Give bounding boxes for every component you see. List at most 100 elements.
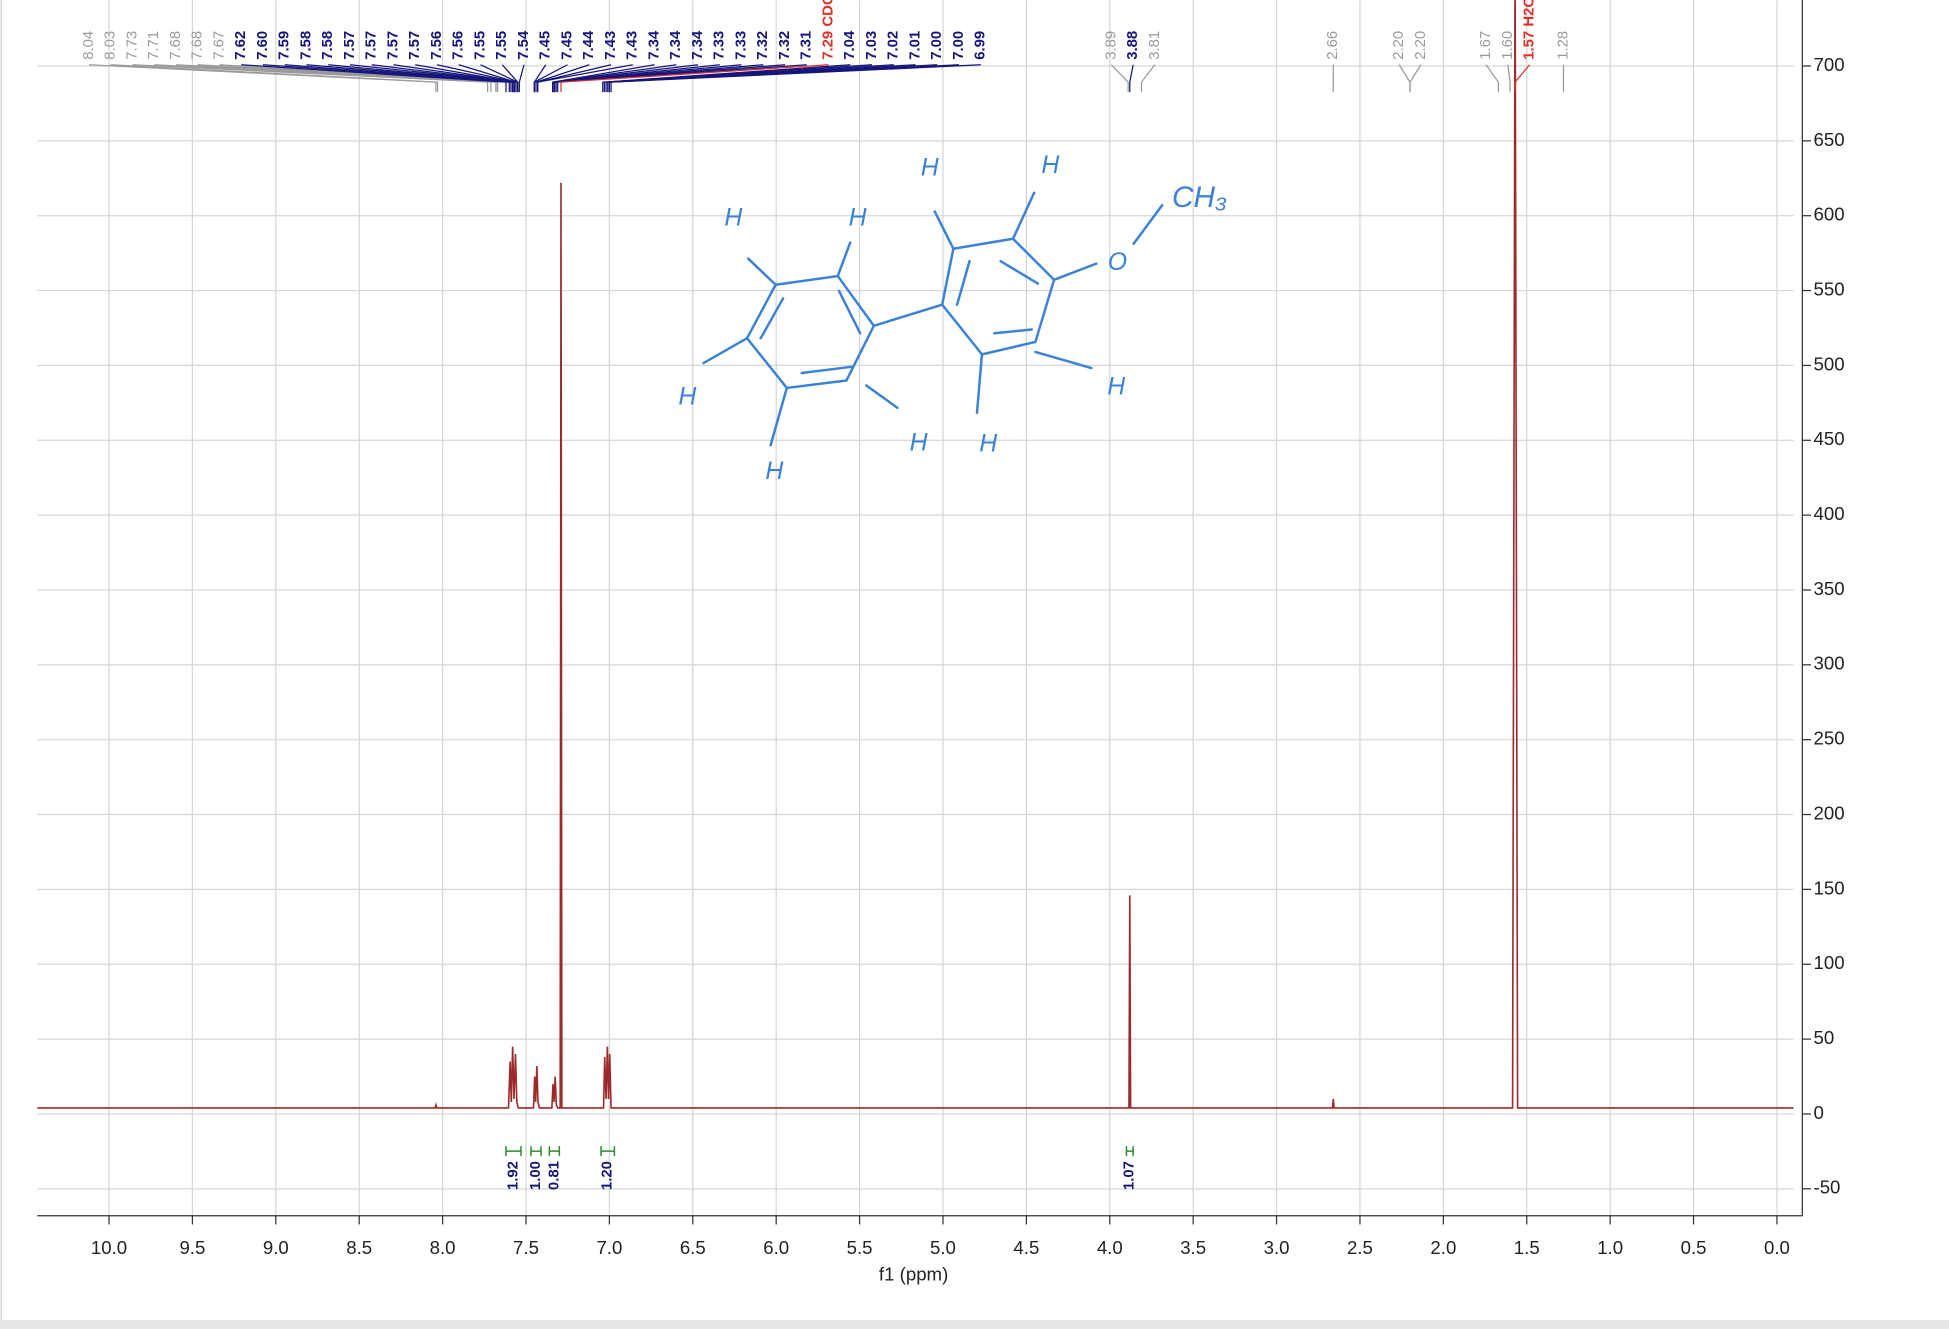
bond <box>836 241 852 278</box>
integral-bracket <box>600 1146 616 1157</box>
x-tick-label: 4.5 <box>1013 1237 1039 1258</box>
peak-label: 7.44 <box>581 30 597 60</box>
structure-label: H <box>849 204 867 231</box>
y-tick-label: 150 <box>1814 877 1845 898</box>
ring-line <box>759 297 785 340</box>
peak-label: 1.60 <box>1500 31 1516 60</box>
peak-connector <box>557 64 807 93</box>
peak-label: 7.56 <box>451 31 467 60</box>
peak-label: 2.20 <box>1413 31 1429 60</box>
x-tick-label: 10.0 <box>91 1237 127 1258</box>
peak-connector <box>605 64 894 93</box>
x-tick-label: 8.5 <box>346 1237 372 1258</box>
grid: 10.0 9.5 9.0 8.5 8.0 7.5 7.0 6.5 6.0 5.5 5.0 4.5 4.0… <box>37 0 1845 1258</box>
peak-label: 7.57 <box>407 31 423 60</box>
peak-label: 2.20 <box>1391 31 1407 60</box>
peak-label: 7.57 <box>364 31 380 60</box>
peak-label: 7.45 <box>538 31 554 60</box>
bond <box>933 210 955 250</box>
x-tick-label: 9.5 <box>179 1237 205 1258</box>
peak-connector <box>110 64 439 93</box>
integral-label: 1.92 <box>505 1161 521 1190</box>
peak-label: 7.34 <box>646 30 662 60</box>
structure-label: H <box>765 458 783 485</box>
peak-connector <box>533 64 568 93</box>
peak-label: 7.00 <box>929 31 945 60</box>
window-border <box>0 1320 1949 1329</box>
peak-label: 7.02 <box>886 31 902 60</box>
peak-label: 8.03 <box>103 31 119 60</box>
peak-label: 7.34 <box>668 30 684 60</box>
ring-line <box>999 259 1040 285</box>
y-tick-label: 550 <box>1814 278 1845 299</box>
peak-label: 7.60 <box>255 31 271 60</box>
peak-connector <box>560 64 829 93</box>
x-tick-label: 2.5 <box>1347 1237 1373 1258</box>
peak-label: 1.67 <box>1478 31 1494 60</box>
x-tick-label: 1.0 <box>1597 1237 1623 1258</box>
x-tick-label: 0.0 <box>1764 1237 1790 1258</box>
peak-connector <box>608 64 960 93</box>
bond <box>1011 191 1036 241</box>
structure-drawing: H H H H H H H H H O CH₃ <box>678 152 1227 485</box>
peak-connector <box>607 64 916 93</box>
y-tick-label: 650 <box>1814 129 1845 150</box>
peak-label: 7.57 <box>385 31 401 60</box>
peak-label: 7.43 <box>625 31 641 60</box>
peak-connector <box>518 64 525 93</box>
x-tick-label: 3.0 <box>1264 1237 1290 1258</box>
peak-connector <box>535 64 590 93</box>
y-tick-label: 200 <box>1814 802 1845 823</box>
structure-label: H <box>910 429 928 456</box>
y-tick-label: 600 <box>1814 204 1845 225</box>
integral-bracket <box>1125 1146 1134 1157</box>
y-tick-label: 350 <box>1814 578 1845 599</box>
bond <box>747 257 777 287</box>
structure-label: H <box>979 431 997 458</box>
ring-line <box>837 289 862 335</box>
peak-label: 7.58 <box>320 31 336 60</box>
integral-label: 1.00 <box>528 1161 544 1190</box>
x-tick-label: 9.0 <box>263 1237 289 1258</box>
peak-label: 7.55 <box>472 31 488 60</box>
peak-label: 7.45 <box>559 31 575 60</box>
peak-label: 7.01 <box>907 31 923 60</box>
bond <box>769 386 789 447</box>
integral-label: 0.81 <box>546 1161 562 1190</box>
integral-label: 1.20 <box>600 1161 616 1190</box>
x-tick-label: 3.5 <box>1180 1237 1206 1258</box>
bond <box>1052 262 1098 282</box>
peak-connector <box>602 64 851 93</box>
peak-label: 7.33 <box>733 31 749 60</box>
peak-label: 7.59 <box>277 31 293 60</box>
x-axis-label: f1 (ppm) <box>879 1263 948 1284</box>
y-tick-label: 100 <box>1814 952 1845 973</box>
structure-label: CH₃ <box>1172 181 1227 214</box>
peak-connector <box>603 64 873 93</box>
integral-bracket <box>530 1146 542 1157</box>
peak-label: 7.31 <box>799 31 815 60</box>
structure-label: H <box>724 204 742 231</box>
bond <box>975 353 984 415</box>
peak-connector <box>553 64 742 93</box>
structure-label: H <box>678 383 696 410</box>
peak-label: 6.99 <box>973 31 989 60</box>
peak-connector <box>1507 64 1511 93</box>
peak-label: 1.28 <box>1555 31 1571 60</box>
peak-label: 3.88 <box>1125 31 1141 60</box>
peak-connector <box>1485 64 1500 93</box>
peak-label: 7.55 <box>494 31 510 60</box>
ring-line <box>955 259 971 306</box>
peak-label: 7.71 <box>146 31 162 60</box>
peak-label: 7.32 <box>755 31 771 60</box>
x-tick-label: 0.5 <box>1681 1237 1707 1258</box>
structure-label: O <box>1108 249 1127 276</box>
y-tick-label: 450 <box>1814 428 1845 449</box>
integral-label: 1.07 <box>1122 1161 1138 1190</box>
peak-label: 3.81 <box>1147 31 1163 60</box>
x-tick-label: 7.5 <box>513 1237 539 1258</box>
peak-connector <box>610 64 981 93</box>
peak-label: 7.68 <box>190 31 206 60</box>
